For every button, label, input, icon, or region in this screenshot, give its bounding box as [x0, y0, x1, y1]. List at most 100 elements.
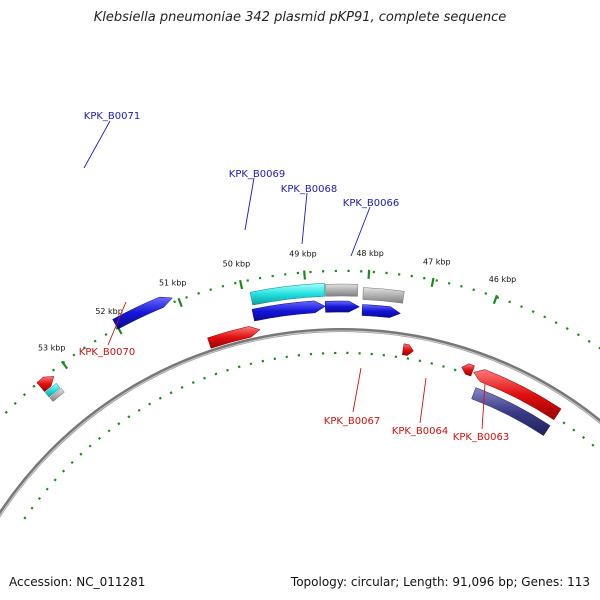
gene-forward-kpk-b0068[interactable]	[325, 283, 359, 297]
gc-skew-mark	[460, 285, 463, 288]
gene-forward-kpk-b0071[interactable]	[112, 296, 173, 330]
gc-skew-mark	[53, 478, 57, 482]
leader-line-kpk-b0063	[481, 383, 486, 430]
gc-skew-mark	[185, 296, 188, 299]
gene-label-kpk-b0068[interactable]: KPK_B0068	[281, 184, 337, 195]
gene-label-kpk-b0063[interactable]: KPK_B0063	[453, 432, 509, 443]
gene-forward-kpk-b0066-strand[interactable]	[361, 304, 401, 318]
gc-skew-mark	[418, 359, 422, 363]
plasmid-backbone-highlight	[0, 330, 600, 517]
gc-skew-mark	[88, 444, 92, 448]
leader-line-kpk-b0067	[352, 367, 362, 413]
gene-forward-kpk-b0069-strand[interactable]	[251, 300, 326, 322]
gc-skew-mark	[472, 288, 476, 292]
gene-leader-lines	[83, 120, 486, 430]
gc-skew-mark	[82, 346, 86, 350]
gc-skew-mark	[453, 368, 457, 372]
gc-skew-mark	[30, 506, 34, 510]
gc-skew-mark	[158, 396, 162, 400]
gc-skew-mark	[32, 384, 36, 388]
gc-skew-mark	[209, 288, 213, 292]
gc-skew-mark	[587, 339, 591, 343]
gene-reverse-kpk-b0067[interactable]	[402, 343, 414, 356]
gc-skew-mark	[520, 305, 523, 309]
gc-skew-mark	[173, 300, 177, 304]
kbp-tick	[367, 269, 371, 279]
gc-skew-mark	[591, 443, 595, 447]
kbp-label: 53 kbp	[38, 344, 66, 353]
kbp-scale: 53 kbp 52 kbp 51 kbp 50 kbp 49 kbp 48 kb…	[38, 249, 517, 370]
gc-skew-mark	[79, 452, 83, 456]
gc-skew-mark	[51, 368, 56, 372]
kbp-tick	[177, 297, 183, 308]
gc-skew-mark	[543, 315, 547, 319]
map-title: Klebsiella pneumoniae 342 plasmid pKP91,…	[93, 10, 507, 25]
gene-label-kpk-b0069[interactable]: KPK_B0069	[229, 169, 285, 180]
gc-skew-mark	[107, 429, 111, 433]
gene-label-kpk-b0071[interactable]: KPK_B0071	[84, 111, 140, 122]
gc-skew-mark	[22, 393, 27, 397]
gene-label-kpk-b0064[interactable]: KPK_B0064	[392, 426, 448, 437]
gc-skew-mark	[191, 381, 195, 385]
gc-skew-mark	[214, 372, 218, 376]
leader-line-kpk-b0064	[419, 377, 427, 424]
gc-skew-mark	[203, 376, 206, 380]
gc-skew-mark	[117, 422, 121, 426]
gc-skew-mark	[93, 339, 97, 343]
gene-reverse-kpk-b0064[interactable]	[461, 363, 475, 377]
gene-reverse-edge-left[interactable]	[36, 376, 55, 393]
gene-forward-kpk-b0068-strand[interactable]	[324, 300, 360, 313]
gc-skew-mark	[104, 333, 108, 337]
kbp-tick	[239, 279, 244, 290]
gc-skew-mark	[508, 300, 512, 304]
gc-skew-mark	[72, 353, 76, 357]
kbp-label: 49 kbp	[289, 250, 317, 259]
gc-skew-mark	[484, 292, 488, 295]
gc-skew-mark	[4, 410, 8, 414]
gene-forward-kpk-b0069[interactable]	[249, 283, 326, 306]
gc-skew-mark	[554, 321, 558, 325]
gc-skew-mark	[97, 436, 101, 440]
leader-line-kpk-b0069	[244, 177, 255, 231]
gc-skew-mark	[430, 362, 434, 365]
gc-skew-mark	[531, 310, 535, 314]
gc-outer-ring	[4, 269, 600, 414]
gc-skew-mark	[562, 421, 566, 425]
gene-other-edge-left[interactable]	[49, 387, 65, 402]
gc-skew-mark	[127, 415, 131, 419]
gc-skew-mark	[70, 460, 74, 465]
gc-skew-mark	[572, 428, 576, 432]
gene-highlight-edge-left[interactable]	[44, 382, 61, 398]
leader-line-kpk-b0070	[107, 301, 127, 346]
gene-features	[36, 283, 562, 436]
kbp-label: 50 kbp	[223, 260, 251, 269]
gc-skew-mark	[115, 326, 119, 330]
gc-skew-mark	[261, 359, 265, 363]
leader-line-kpk-b0066	[350, 206, 371, 257]
gc-skew-mark	[61, 469, 66, 473]
kbp-label: 48 kbp	[356, 249, 384, 258]
gene-reverse-kpk-b0063[interactable]	[473, 369, 562, 421]
gc-skew-mark	[37, 496, 41, 501]
gc-skew-mark	[13, 401, 17, 405]
kbp-label: 51 kbp	[159, 278, 187, 287]
kbp-label: 46 kbp	[489, 275, 517, 284]
kbp-tick	[60, 360, 69, 370]
leader-line-kpk-b0071	[83, 120, 111, 169]
gene-label-kpk-b0067[interactable]: KPK_B0067	[324, 416, 380, 427]
kbp-tick	[492, 294, 498, 305]
gene-forward-kpk-b0066[interactable]	[362, 287, 405, 304]
gc-skew-mark	[565, 327, 569, 331]
kbp-label: 52 kbp	[95, 307, 123, 316]
gc-skew-mark	[23, 516, 27, 520]
gene-label-kpk-b0070[interactable]: KPK_B0070	[79, 347, 135, 358]
leader-line-kpk-b0068	[301, 192, 308, 245]
gc-skew-mark	[233, 281, 237, 285]
plasmid-backbone	[0, 328, 600, 518]
gene-reverse-kpk-b0070[interactable]	[207, 326, 261, 349]
gc-skew-mark	[237, 365, 241, 369]
gene-label-kpk-b0066[interactable]: KPK_B0066	[343, 198, 399, 209]
kbp-label: 47 kbp	[423, 257, 451, 266]
gene-labels: KPK_B0071 KPK_B0069 KPK_B0068 KPK_B0066 …	[79, 111, 509, 443]
